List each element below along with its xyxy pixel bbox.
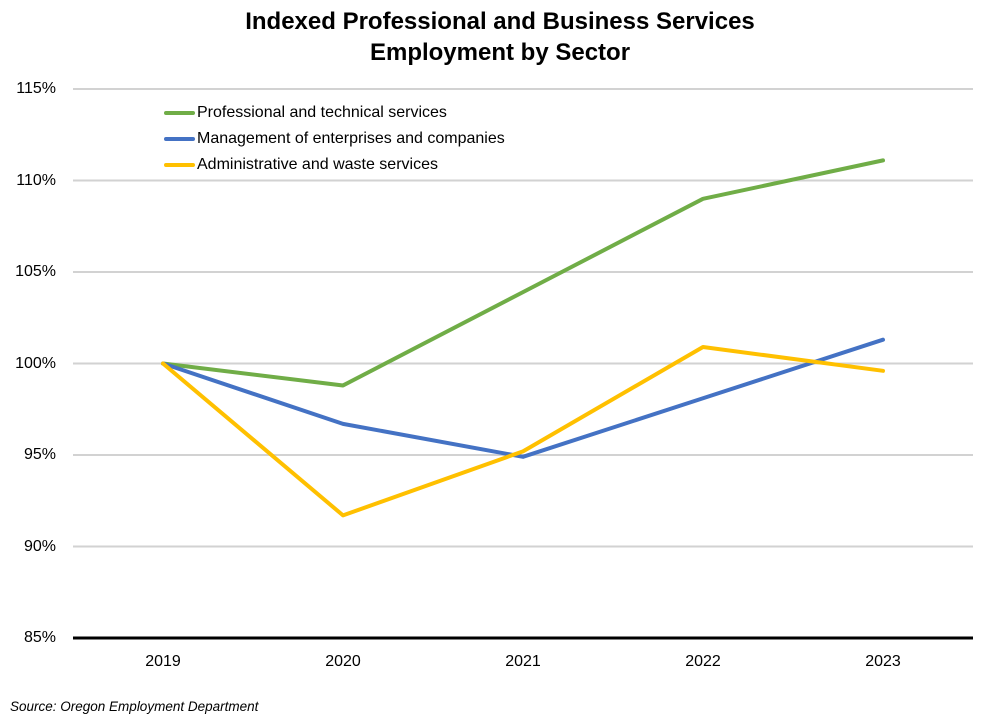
legend-swatch-green <box>164 111 195 115</box>
legend-item-professional: Professional and technical services <box>164 100 505 126</box>
chart-title: Indexed Professional and Business Servic… <box>245 8 755 66</box>
legend-label: Administrative and waste services <box>197 156 438 173</box>
y-axis-tick-label: 95% <box>23 446 56 463</box>
y-axis-tick-label: 100% <box>15 354 56 372</box>
y-axis-tick-label: 110% <box>16 171 56 189</box>
legend-label: Professional and technical services <box>197 104 447 121</box>
legend-label: Management of enterprises and companies <box>197 130 505 147</box>
series-line-0 <box>161 158 885 388</box>
x-axis-tick-label: 2019 <box>145 653 181 670</box>
source-note: Source: Oregon Employment Department <box>10 699 259 714</box>
y-axis-tick-label: 90% <box>23 537 56 555</box>
legend-swatch-blue <box>164 137 195 141</box>
x-axis-tick-label: 2020 <box>325 653 361 670</box>
y-axis-tick-label: 115% <box>16 80 56 97</box>
x-axis-tick-label: 2022 <box>685 653 721 670</box>
legend-swatch-yellow <box>164 163 195 167</box>
legend-item-management: Management of enterprises and companies <box>164 126 505 152</box>
legend-item-administrative: Administrative and waste services <box>164 152 505 178</box>
series-line-2 <box>161 345 885 518</box>
legend: Professional and technical services Mana… <box>164 100 505 178</box>
x-axis-tick-label: 2023 <box>865 653 901 670</box>
x-axis-tick-label: 2021 <box>505 653 541 670</box>
y-axis-tick-label: 105% <box>15 263 56 280</box>
y-axis-tick-label: 85% <box>23 629 56 646</box>
series-line-1 <box>161 337 885 459</box>
